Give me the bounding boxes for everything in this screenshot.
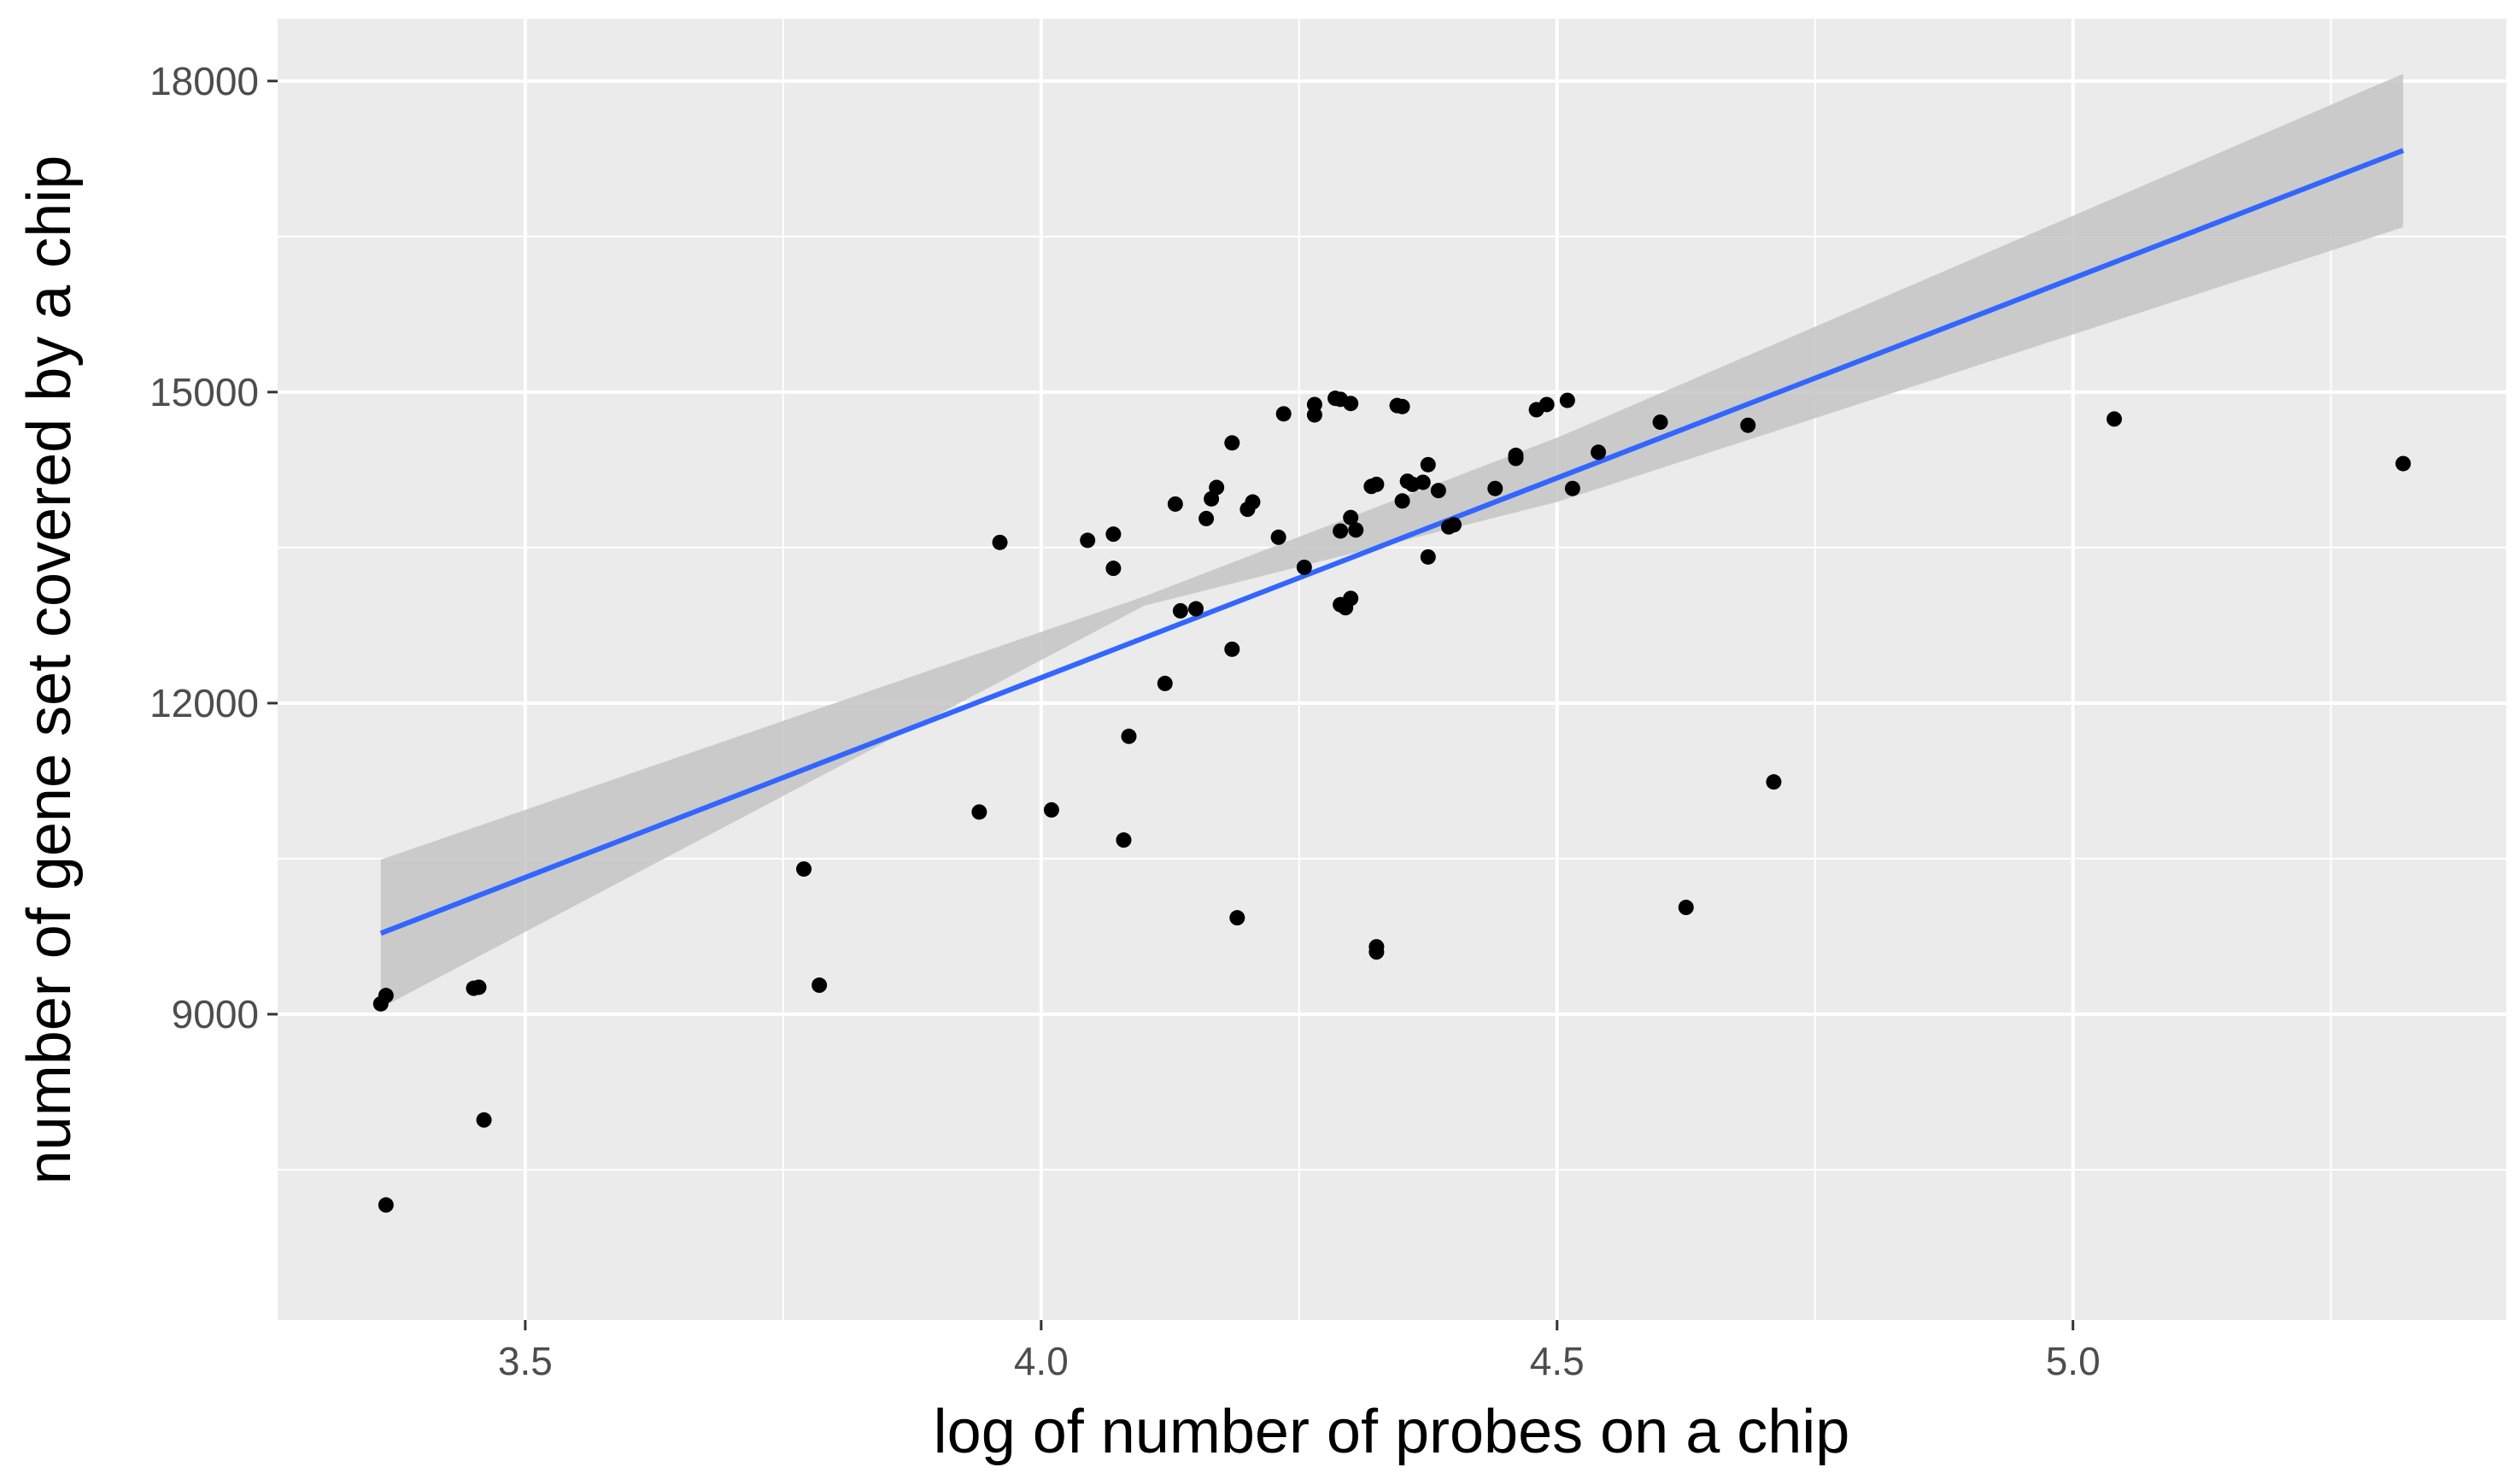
data-point bbox=[1116, 832, 1132, 848]
data-point bbox=[1270, 529, 1286, 545]
data-point bbox=[1343, 509, 1359, 525]
data-point bbox=[1420, 549, 1436, 565]
data-point bbox=[1043, 801, 1059, 818]
data-point bbox=[1157, 675, 1173, 691]
data-point bbox=[1167, 496, 1183, 512]
data-point bbox=[2107, 411, 2123, 427]
data-point bbox=[1420, 456, 1436, 472]
data-point bbox=[1564, 480, 1580, 496]
y-tick-labels: 9000 12000 15000 18000 bbox=[149, 59, 259, 1036]
data-point bbox=[1121, 728, 1137, 744]
data-point bbox=[378, 988, 394, 1004]
data-point bbox=[1368, 939, 1385, 955]
data-point bbox=[1368, 476, 1385, 492]
y-axis-title: number of gene set covered by a chip bbox=[15, 156, 84, 1185]
data-point bbox=[1275, 406, 1292, 422]
axis-ticks bbox=[267, 79, 2075, 1330]
data-point bbox=[378, 1197, 394, 1213]
data-point bbox=[992, 534, 1008, 550]
x-tick-label: 3.5 bbox=[498, 1339, 553, 1383]
data-point bbox=[1172, 602, 1188, 619]
data-point bbox=[1245, 494, 1261, 510]
data-point bbox=[1080, 532, 1096, 549]
data-point bbox=[1415, 474, 1431, 490]
data-point bbox=[1766, 774, 1782, 790]
data-point bbox=[1296, 559, 1312, 575]
data-point bbox=[1105, 526, 1122, 543]
data-point bbox=[1487, 480, 1503, 496]
data-point bbox=[1740, 417, 1756, 433]
y-tick-label: 9000 bbox=[172, 992, 259, 1036]
data-point bbox=[971, 804, 987, 820]
data-point bbox=[1538, 396, 1555, 413]
regression-line bbox=[379, 148, 2405, 936]
data-point bbox=[1343, 590, 1359, 607]
x-tick-labels: 3.5 4.0 4.5 5.0 bbox=[498, 1339, 2101, 1383]
data-point bbox=[1445, 517, 1462, 533]
data-point bbox=[1105, 560, 1122, 577]
data-point bbox=[1559, 392, 1575, 408]
y-tick-label: 12000 bbox=[149, 681, 259, 725]
x-tick-label: 4.0 bbox=[1014, 1339, 1069, 1383]
data-point bbox=[1198, 510, 1215, 526]
y-tick-label: 18000 bbox=[149, 59, 259, 103]
data-point bbox=[2395, 455, 2412, 472]
data-points bbox=[372, 390, 2412, 1213]
x-axis-title: log of number of probes on a chip bbox=[934, 1398, 1850, 1466]
data-point bbox=[1224, 641, 1240, 657]
data-point bbox=[1229, 910, 1245, 926]
data-point bbox=[1343, 396, 1359, 412]
grid-lines bbox=[278, 19, 2506, 1320]
data-point bbox=[1306, 407, 1322, 423]
data-point bbox=[1348, 522, 1364, 538]
data-point bbox=[1209, 479, 1225, 496]
x-tick-label: 5.0 bbox=[2046, 1339, 2101, 1383]
data-point bbox=[1394, 398, 1410, 414]
data-point bbox=[812, 977, 828, 994]
data-point bbox=[1430, 483, 1446, 499]
data-point bbox=[1188, 601, 1204, 617]
data-point bbox=[1652, 414, 1668, 431]
data-point bbox=[471, 979, 487, 995]
data-point bbox=[1508, 450, 1524, 467]
data-point bbox=[476, 1112, 492, 1128]
x-tick-label: 4.5 bbox=[1530, 1339, 1585, 1383]
fit-line bbox=[379, 148, 2405, 936]
data-point bbox=[796, 861, 812, 877]
data-point bbox=[1394, 493, 1410, 509]
y-tick-label: 15000 bbox=[149, 370, 259, 414]
data-point bbox=[1591, 444, 1607, 461]
data-point bbox=[1333, 523, 1349, 539]
data-point bbox=[1224, 435, 1240, 451]
data-point bbox=[1678, 900, 1694, 916]
